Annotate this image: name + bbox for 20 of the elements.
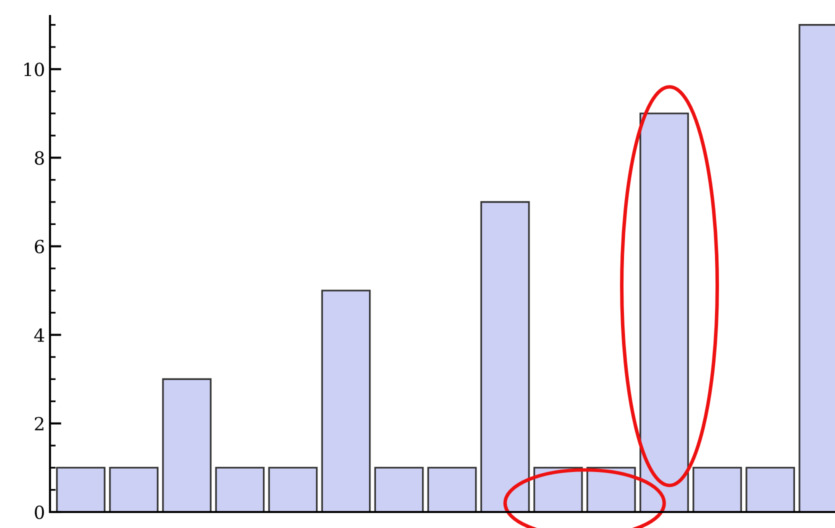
bar bbox=[692, 466, 742, 512]
bar bbox=[640, 112, 689, 512]
y-tick-label: 2 bbox=[34, 416, 44, 430]
bar bbox=[109, 466, 159, 512]
y-tick-label: 0 bbox=[34, 505, 44, 520]
bar bbox=[268, 466, 318, 512]
bar bbox=[586, 466, 636, 512]
y-tick-label: 10 bbox=[24, 62, 44, 76]
y-tick-label: 6 bbox=[34, 240, 44, 254]
bar bbox=[374, 466, 424, 512]
y-tick-label: 4 bbox=[34, 328, 44, 342]
y-tick-label: 8 bbox=[34, 151, 44, 165]
bar bbox=[746, 466, 795, 512]
bar bbox=[321, 290, 371, 512]
bar bbox=[215, 466, 265, 512]
bar bbox=[480, 201, 530, 512]
bar bbox=[56, 466, 106, 512]
bar bbox=[427, 466, 477, 512]
bar bbox=[533, 466, 583, 512]
bar bbox=[162, 378, 212, 512]
